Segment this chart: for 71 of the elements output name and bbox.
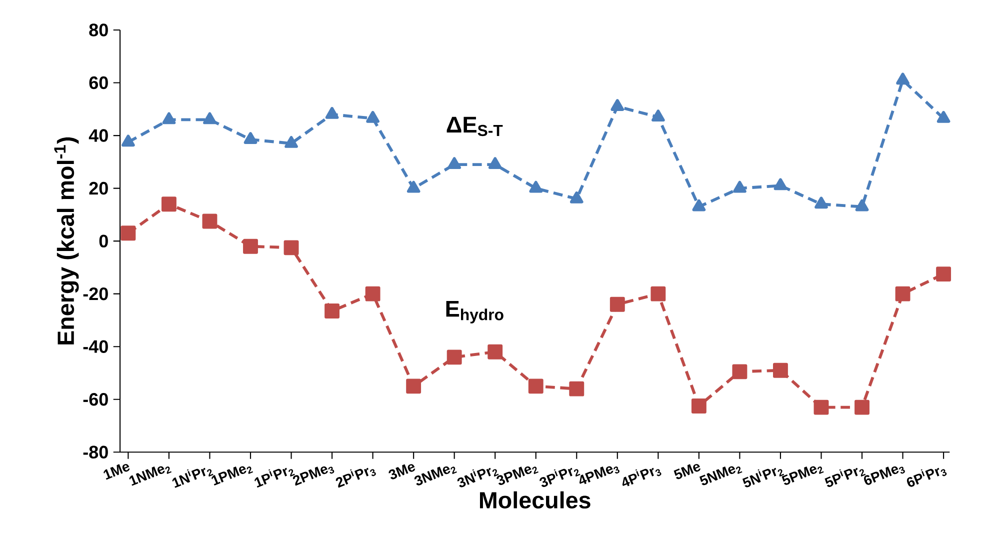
point: [896, 72, 910, 85]
point: [202, 214, 218, 229]
x-tick-label: 4PMe$_{3}$: [579, 466, 620, 484]
x-tick-label: 5Me: [674, 464, 700, 480]
x-tick-label: 2P$^{i}$Pr$_{3}$: [336, 468, 376, 488]
point: [773, 362, 788, 378]
y-tick-label: -60: [83, 392, 108, 406]
point: [325, 106, 339, 119]
series-label: ΔE$_{S-T}$: [446, 116, 503, 136]
point: [324, 303, 340, 318]
x-tick-label: 1NMe$_{2}$: [129, 466, 172, 486]
point: [814, 400, 829, 415]
point: [569, 381, 584, 396]
y-tick-label: -40: [83, 340, 108, 353]
point: [650, 286, 666, 302]
point: [774, 178, 788, 190]
point: [161, 196, 176, 212]
point: [365, 286, 380, 302]
y-tick-label: 20: [89, 182, 108, 195]
x-tick-label: 3Me: [388, 464, 416, 480]
x-tick-label: 6PMe$_{3}$: [864, 466, 905, 485]
x-tick-label: 4P$^{i}$Pr$_{3}$: [622, 468, 662, 486]
point: [244, 132, 258, 144]
point: [854, 400, 870, 415]
point: [610, 296, 625, 312]
x-axis-title: Molecules: [480, 491, 590, 508]
point: [895, 286, 910, 302]
x-tick-label: 1PMe$_{2}$: [212, 466, 254, 486]
point: [488, 157, 502, 169]
point: [733, 180, 746, 193]
y-tick-label: 0: [99, 234, 108, 248]
point: [406, 378, 422, 394]
point: [652, 110, 665, 122]
point: [366, 110, 380, 123]
y-tick-label: 80: [89, 24, 108, 36]
point: [406, 180, 420, 193]
point: [692, 199, 706, 212]
y-axis-title: Energy (kcal mol$^{-1}$): [54, 137, 79, 344]
point: [570, 191, 584, 204]
x-tick-label: 2PMe$_{3}$: [292, 466, 334, 486]
point: [448, 157, 461, 169]
point: [203, 112, 216, 124]
series-label: E$_{hydro}$: [446, 300, 504, 324]
point: [162, 112, 176, 124]
point: [243, 238, 258, 254]
point: [691, 398, 706, 414]
point: [855, 199, 869, 212]
point: [814, 196, 828, 209]
point: [732, 364, 748, 380]
point: [284, 136, 298, 148]
x-tick-label: 5NMe$_{2}$: [699, 466, 742, 486]
point: [936, 110, 950, 123]
y-tick-label: -80: [83, 446, 108, 458]
y-tick-label: 60: [89, 76, 108, 90]
point: [528, 378, 544, 394]
point: [529, 180, 543, 193]
point: [284, 240, 299, 256]
point: [488, 344, 503, 360]
y-tick-label: -20: [83, 287, 108, 300]
point: [936, 266, 952, 282]
y-tick-label: 40: [88, 129, 108, 142]
x-tick-label: 3PMe$_{2}$: [496, 466, 538, 485]
x-tick-label: 6P$^{i}$Pr$_{3}$: [906, 468, 947, 487]
x-tick-label: 5PMe$_{2}$: [782, 466, 824, 485]
x-tick-label: 3P$^{i}$Pr$_{2}$: [540, 468, 580, 487]
point: [122, 134, 135, 147]
point: [610, 98, 624, 111]
point: [120, 226, 136, 241]
x-tick-label: 1Me: [104, 464, 130, 480]
x-tick-label: 3NMe$_{2}$: [414, 466, 457, 486]
point: [446, 350, 462, 365]
